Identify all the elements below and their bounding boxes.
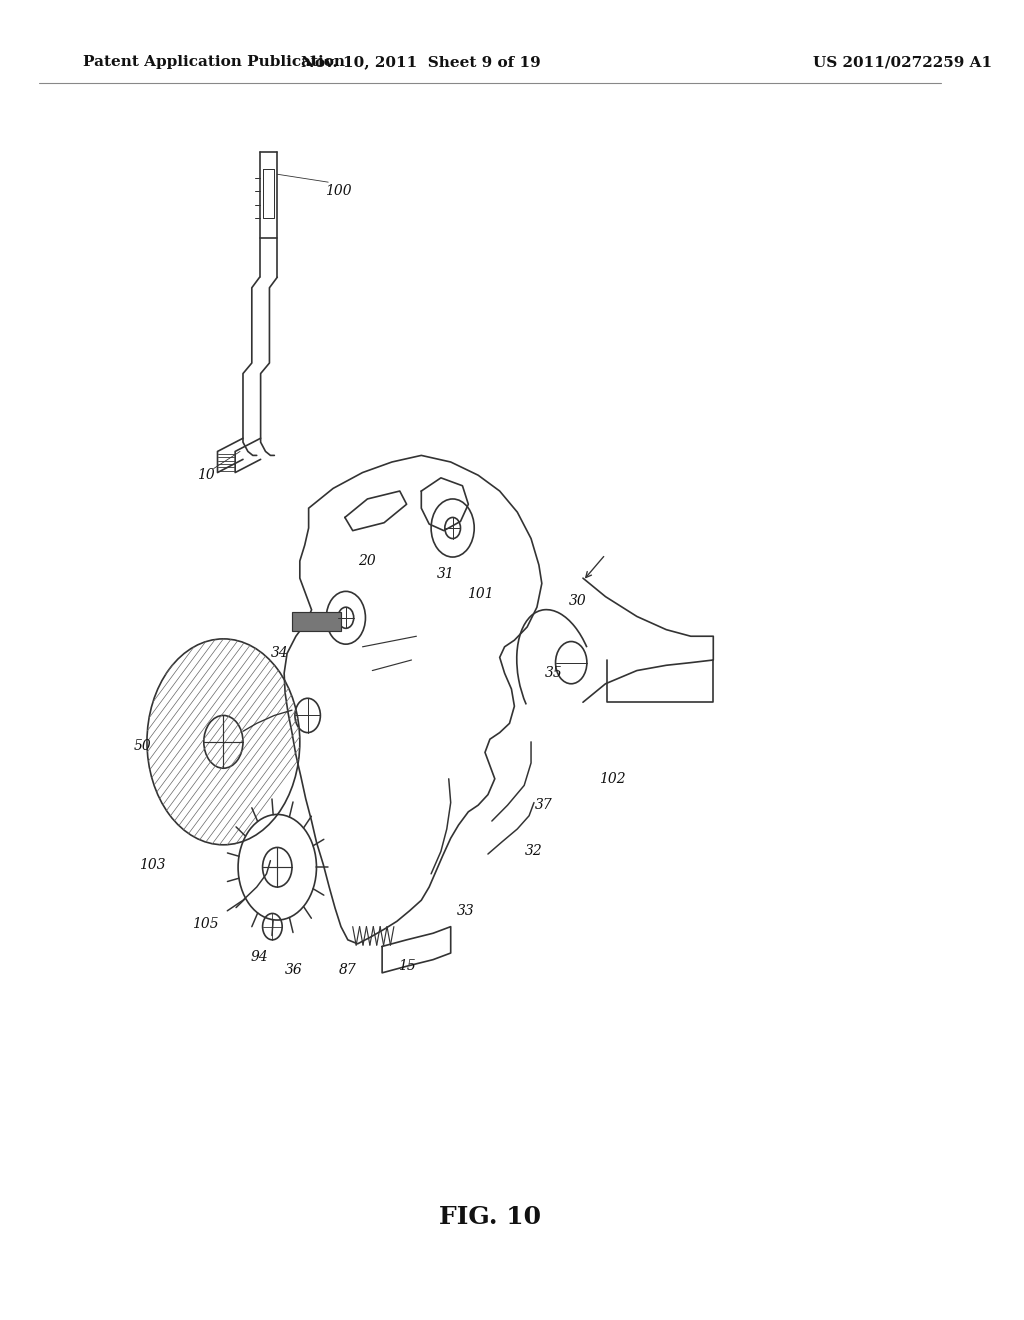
Text: 31: 31 bbox=[437, 568, 455, 581]
Text: 103: 103 bbox=[138, 858, 165, 871]
Text: 30: 30 bbox=[569, 594, 587, 607]
Text: 34: 34 bbox=[270, 647, 288, 660]
Text: 33: 33 bbox=[457, 904, 474, 917]
Text: FIG. 10: FIG. 10 bbox=[439, 1205, 541, 1229]
Text: 32: 32 bbox=[525, 845, 543, 858]
Text: 94: 94 bbox=[251, 950, 268, 964]
Text: 87: 87 bbox=[339, 964, 356, 977]
Text: Nov. 10, 2011  Sheet 9 of 19: Nov. 10, 2011 Sheet 9 of 19 bbox=[301, 55, 541, 69]
Text: 102: 102 bbox=[599, 772, 626, 785]
Text: 36: 36 bbox=[285, 964, 303, 977]
Text: 15: 15 bbox=[397, 960, 416, 973]
Text: 35: 35 bbox=[545, 667, 562, 680]
Text: 10: 10 bbox=[197, 469, 215, 482]
Text: 105: 105 bbox=[193, 917, 219, 931]
Bar bbox=[292, 612, 341, 631]
Text: 20: 20 bbox=[358, 554, 376, 568]
Text: 100: 100 bbox=[325, 185, 351, 198]
Text: 50: 50 bbox=[133, 739, 151, 752]
Text: 37: 37 bbox=[535, 799, 553, 812]
Text: US 2011/0272259 A1: US 2011/0272259 A1 bbox=[813, 55, 992, 69]
Text: 101: 101 bbox=[467, 587, 494, 601]
Text: Patent Application Publication: Patent Application Publication bbox=[83, 55, 345, 69]
